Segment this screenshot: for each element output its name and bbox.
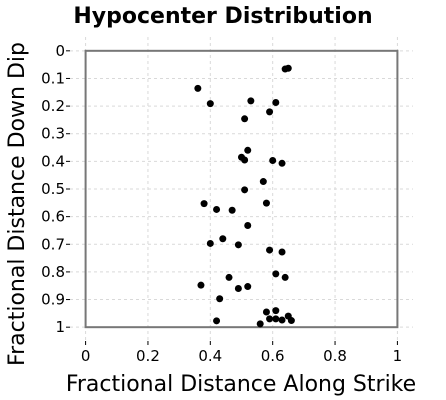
hypocenter-point (266, 108, 274, 116)
hypocenter-point (259, 178, 267, 186)
hypocenter-point (272, 307, 280, 315)
hypocenter-point (213, 205, 221, 213)
hypocenter-point (234, 284, 242, 292)
hypocenter-point (284, 64, 292, 72)
x-tick-label: 0.8 (323, 347, 347, 365)
hypocenter-point (247, 97, 255, 105)
hypocenter-point (272, 270, 280, 278)
x-tick-label: 0.4 (198, 347, 222, 365)
y-tick-label: 0.1 (41, 69, 65, 87)
hypocenter-point (206, 100, 214, 108)
y-tick-label: 0.2 (41, 97, 65, 115)
hypocenter-point (262, 308, 270, 316)
y-axis-ticks: 0 0.1 0.2 0.3 0.4 0.5 0.6 0.7 0.8 0.9 1 (41, 42, 70, 336)
hypocenter-point (278, 316, 286, 324)
hypocenter-point (272, 98, 280, 106)
hypocenter-point (216, 295, 224, 303)
hypocenter-point (281, 273, 289, 281)
hypocenter-point (197, 281, 205, 289)
hypocenter-point (272, 315, 280, 323)
hypocenter-point (278, 159, 286, 167)
chart-title: Hypocenter Distribution (73, 4, 372, 29)
hypocenter-point (278, 248, 286, 256)
y-tick-label: 0.6 (41, 208, 65, 226)
hypocenter-point (266, 246, 274, 254)
y-tick-label: 0.8 (41, 263, 65, 281)
y-axis-label: Fractional Distance Down Dip (5, 42, 30, 366)
hypocenter-point (228, 206, 236, 214)
x-axis-label: Fractional Distance Along Strike (66, 372, 416, 397)
hypocenter-point (225, 273, 233, 281)
hypocenter-point (269, 157, 277, 165)
y-tick-label: 0.4 (41, 152, 65, 170)
hypocenter-point (287, 317, 295, 325)
x-axis-ticks: 0 0.2 0.4 0.6 0.8 1 (81, 341, 402, 365)
rupture-plane-rectangle (84, 49, 399, 329)
hypocenter-point (200, 200, 208, 208)
y-tick-label: 0.5 (41, 180, 65, 198)
hypocenter-point (206, 239, 214, 247)
hypocenter-point (244, 283, 252, 291)
y-tick-label: 1 (55, 318, 65, 336)
y-tick-label: 0 (55, 42, 65, 60)
x-tick-label: 1 (393, 347, 403, 365)
x-tick-label: 0.2 (136, 347, 160, 365)
y-tick-label: 0.9 (41, 291, 65, 309)
hypocenter-point (234, 241, 242, 249)
hypocenter-point (194, 84, 202, 92)
x-tick-label: 0.6 (261, 347, 285, 365)
hypocenter-point (241, 186, 249, 194)
y-tick-label: 0.7 (41, 235, 65, 253)
hypocenter-point (256, 320, 264, 328)
hypocenter-point (266, 315, 274, 323)
hypocenter-point (241, 156, 249, 164)
x-tick-label: 0 (81, 347, 91, 365)
hypocenter-points (194, 64, 295, 328)
hypocenter-point (244, 221, 252, 229)
hypocenter-point (241, 115, 249, 123)
hypocenter-point (213, 317, 221, 325)
y-tick-label: 0.3 (41, 125, 65, 143)
hypocenter-point (262, 199, 270, 207)
hypocenter-point (244, 146, 252, 154)
hypocenter-point (219, 235, 227, 243)
